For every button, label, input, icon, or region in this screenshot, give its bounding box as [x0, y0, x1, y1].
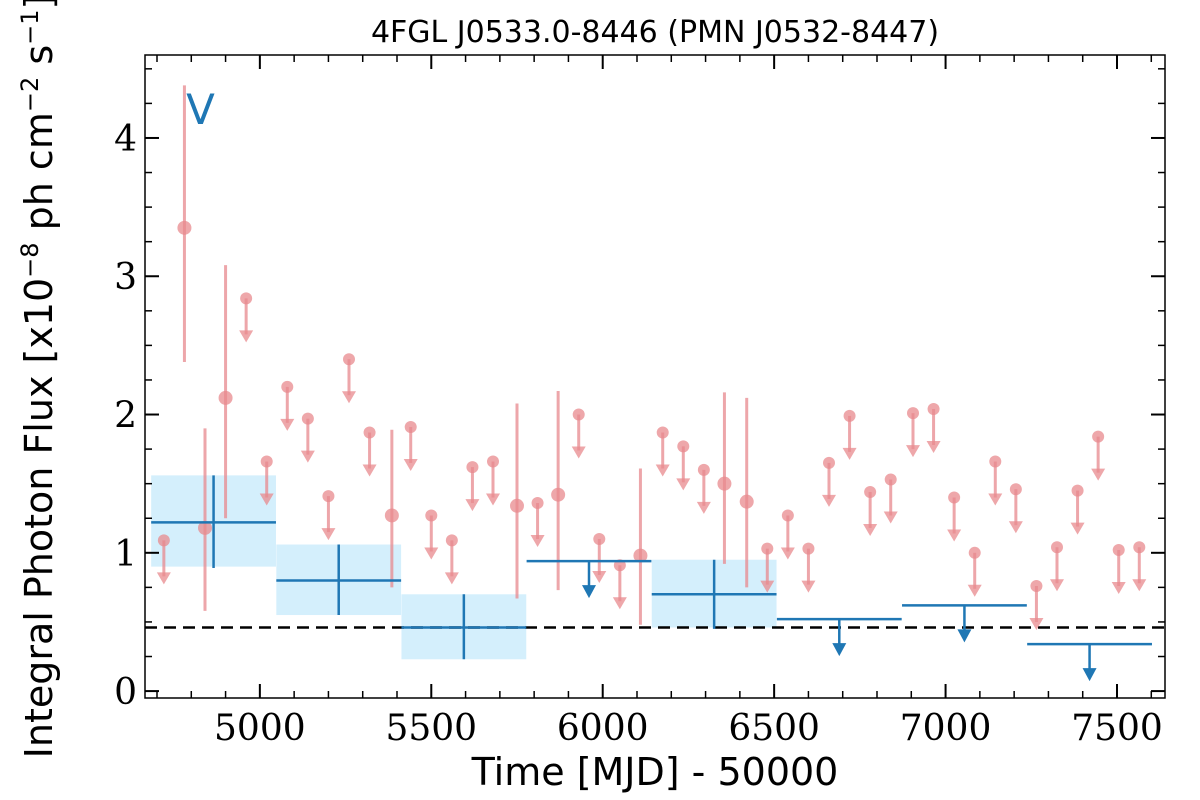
short-bin-ul-arrow	[342, 391, 356, 404]
short-bin-point	[218, 390, 233, 405]
short-bin-ul-arrow	[883, 511, 898, 524]
y-axis-label-part: ]	[17, 0, 61, 9]
short-bin-ul-arrow	[530, 535, 545, 548]
short-bin-ul-arrow	[801, 580, 816, 593]
short-bin-ul-arrow	[486, 493, 500, 506]
chart-title: 4FGL J0533.0-8446 (PMN J0532-8447)	[371, 15, 939, 50]
x-tick-label: 5000	[214, 708, 306, 749]
short-bin-ul-arrow	[1029, 617, 1044, 630]
short-bin-ul-arrow	[780, 547, 795, 560]
short-bin-ul-arrow	[300, 450, 315, 463]
short-bin-ul-arrow	[676, 478, 691, 491]
y-axis-label-exp: −8	[16, 242, 44, 277]
x-tick-label: 6500	[728, 708, 820, 749]
short-bin-ul-arrow	[760, 580, 775, 593]
short-bin-ul-arrow	[863, 523, 878, 536]
short-bin-ul-arrow	[967, 584, 982, 597]
axis-ticks: 5000 5500 6000 6500 7000 7500 0 1 2 3 4	[114, 55, 1165, 749]
short-bin-ul-arrow	[239, 330, 254, 343]
short-bin-ul-arrow	[444, 572, 459, 585]
long-bin-ul-arrow	[832, 643, 847, 657]
y-axis-label-part: s	[17, 45, 61, 77]
short-bin-ul-arrow	[906, 445, 920, 458]
y-tick-label: 0	[114, 672, 137, 713]
short-bin-ul-arrow	[571, 446, 586, 459]
y-axis-label-part: Integral Photon Flux [x10	[17, 278, 61, 759]
short-bin-ul-arrow	[403, 458, 418, 471]
short-bin-ul-arrow	[988, 493, 1003, 506]
short-bin-ul-arrow	[947, 529, 962, 542]
short-bin-ul-arrow	[926, 440, 941, 453]
long-bin-series	[151, 475, 1152, 682]
y-tick-label: 2	[114, 396, 137, 437]
short-bin-ul-arrow	[1070, 522, 1085, 535]
short-bin-ul-arrow	[822, 494, 836, 507]
plot-frame	[144, 54, 1166, 699]
x-tick-label: 7000	[900, 708, 992, 749]
short-bin-ul-arrow	[1008, 521, 1023, 534]
short-bin-point	[198, 520, 212, 535]
short-bin-ul-arrow	[842, 447, 857, 460]
short-bin-series	[156, 85, 1147, 630]
short-bin-ul-arrow	[1091, 468, 1106, 481]
short-bin-ul-arrow	[465, 499, 480, 512]
long-bin-ul-arrow	[582, 585, 596, 599]
short-bin-ul-arrow	[362, 464, 377, 477]
long-bin-ul-arrow	[957, 629, 972, 643]
short-bin-point	[510, 498, 524, 513]
short-bin-ul-arrow	[696, 501, 711, 514]
short-bin-ul-arrow	[1132, 579, 1147, 592]
short-bin-point	[739, 494, 754, 509]
short-bin-ul-arrow	[424, 547, 439, 560]
y-tick-label: 1	[114, 534, 137, 575]
short-bin-ul-arrow	[592, 570, 607, 583]
y-axis-label-part: ph cm	[17, 112, 61, 242]
short-bin-ul-arrow	[1111, 582, 1126, 595]
short-bin-ul-arrow	[280, 418, 295, 431]
short-bin-ul-arrow	[1050, 579, 1064, 592]
y-tick-label: 4	[114, 119, 137, 160]
y-axis-label: Integral Photon Flux [x10−8 ph cm−2 s−1]	[16, 0, 61, 758]
short-bin-ul-arrow	[321, 528, 336, 541]
short-bin-ul-arrow	[156, 572, 171, 585]
short-bin-point	[717, 476, 732, 491]
short-bin-point	[633, 548, 648, 563]
short-bin-point	[551, 487, 566, 502]
x-tick-label: 7500	[1071, 708, 1163, 749]
y-axis-label-exp: −2	[16, 77, 44, 112]
y-tick-label: 3	[114, 257, 137, 298]
short-bin-point	[384, 508, 399, 523]
short-bin-ul-arrow	[259, 493, 274, 506]
x-axis-label: Time [MJD] - 50000	[471, 750, 839, 794]
variability-flag: V	[186, 85, 215, 134]
short-bin-ul-arrow	[612, 597, 627, 610]
x-tick-label: 6000	[557, 708, 649, 749]
y-axis-label-exp: −1	[16, 9, 44, 44]
long-bin-ul-arrow	[1082, 668, 1097, 682]
short-bin-ul-arrow	[655, 464, 670, 477]
short-bin-point	[177, 220, 192, 235]
x-tick-label: 5500	[385, 708, 477, 749]
